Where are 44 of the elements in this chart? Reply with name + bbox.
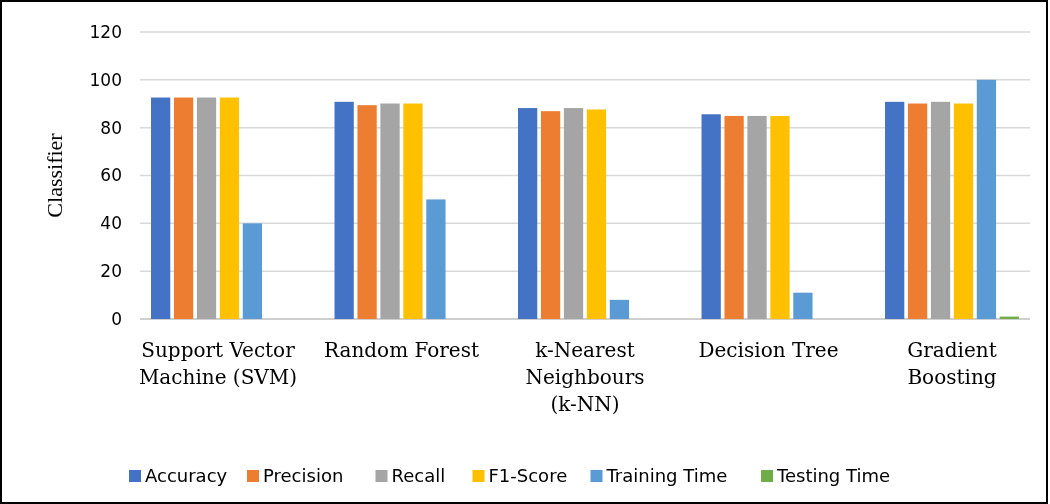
y-tick-label: 120: [89, 21, 122, 42]
bar: [540, 111, 561, 319]
bar: [403, 103, 423, 319]
x-tick-label: Random Forest: [323, 338, 479, 362]
bar: [701, 114, 721, 319]
legend-label: F1-Score: [488, 465, 568, 486]
y-tick-label: 20: [100, 261, 122, 282]
bar: [151, 97, 171, 319]
bar: [609, 299, 630, 319]
x-tick-label: Decision Tree: [698, 338, 839, 362]
bar: [357, 105, 377, 319]
y-tick-label: 100: [89, 69, 122, 90]
y-tick-label: 0: [111, 308, 122, 329]
y-tick-label: 80: [100, 117, 122, 138]
legend-label: Recall: [391, 465, 446, 486]
bar: [563, 108, 584, 319]
x-tick-label: Gradient Boosting: [907, 338, 997, 389]
bar: [770, 115, 790, 319]
bar: [930, 101, 951, 319]
legend-label: Testing Time: [776, 465, 891, 486]
y-axis-title: Classifier: [42, 132, 67, 218]
bar: [334, 101, 354, 319]
y-tick-label: 40: [100, 213, 122, 234]
legend-label: Accuracy: [145, 465, 228, 486]
bar: [976, 79, 997, 319]
bar: [518, 108, 538, 319]
bar: [380, 103, 400, 319]
bar: [196, 97, 217, 319]
x-tick-label: Support Vector Machine (SVM): [138, 338, 298, 389]
bar: [793, 292, 813, 319]
legend-label: Precision: [263, 465, 344, 486]
y-tick-label: 60: [100, 165, 122, 186]
bar: [219, 97, 240, 319]
bar: [426, 199, 446, 319]
bar: [907, 103, 928, 319]
bar: [724, 115, 744, 319]
bar: [747, 115, 767, 319]
bar: [242, 223, 263, 319]
bar: [885, 101, 905, 319]
legend-label: Training Time: [605, 465, 728, 486]
bar: [173, 97, 194, 319]
x-tick-label: k-Nearest Neighbours (k-NN): [525, 338, 645, 416]
bar: [953, 103, 974, 319]
bar: [586, 109, 607, 319]
